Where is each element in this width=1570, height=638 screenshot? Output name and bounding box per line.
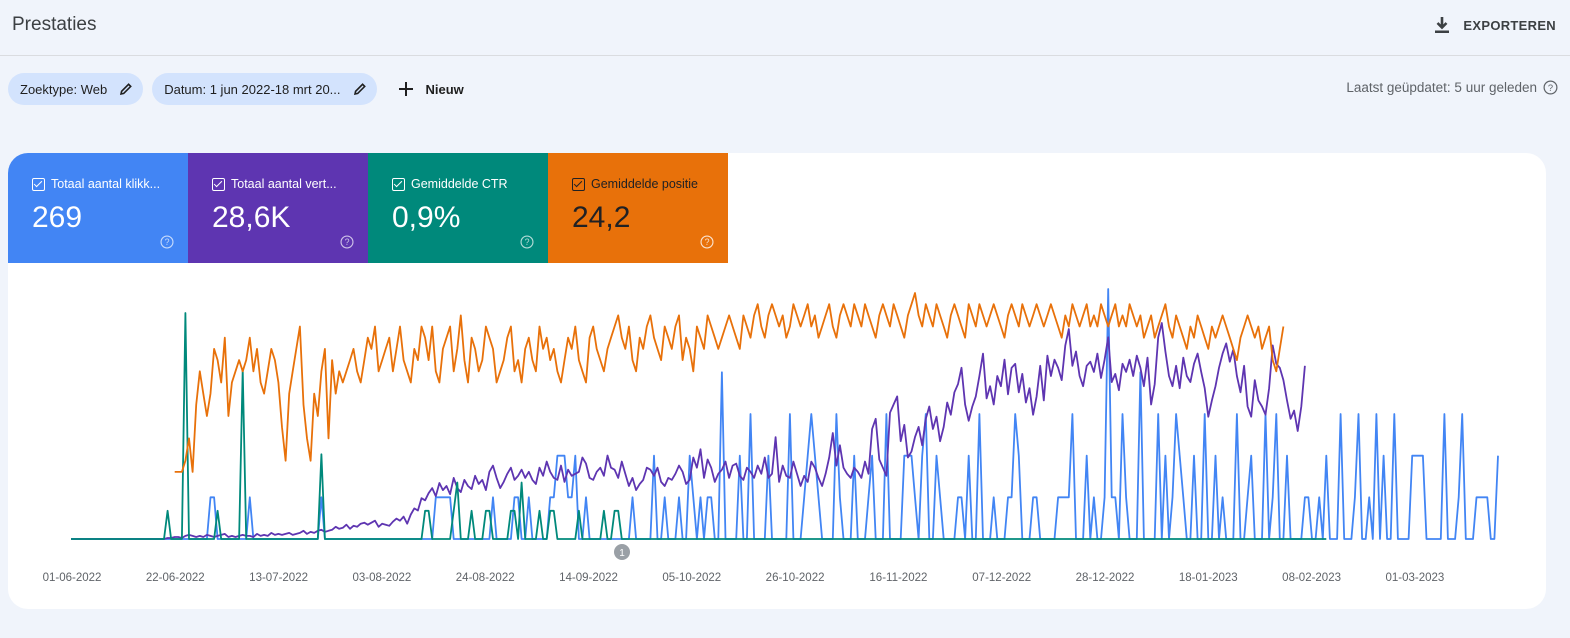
new-filter-button[interactable]: Nieuw — [398, 81, 464, 97]
export-label: EXPORTEREN — [1463, 17, 1556, 33]
metric-value: 269 — [32, 201, 83, 234]
svg-text:?: ? — [705, 237, 710, 247]
export-button[interactable]: EXPORTEREN — [1433, 12, 1556, 38]
last-updated-text: Laatst geüpdatet: 5 uur geleden — [1346, 80, 1537, 95]
edit-pencil-icon[interactable] — [353, 82, 367, 96]
help-icon[interactable]: ? — [160, 235, 174, 249]
metric-tile-clicks[interactable]: Totaal aantal klikk... 269 ? — [8, 153, 188, 263]
filter-chip-label: Datum: 1 jun 2022-18 mrt 20... — [164, 81, 341, 97]
svg-text:?: ? — [525, 237, 530, 247]
svg-text:?: ? — [1548, 83, 1553, 93]
filter-chip-date[interactable]: Datum: 1 jun 2022-18 mrt 20... — [152, 73, 377, 105]
metric-label: Totaal aantal vert... — [231, 177, 337, 191]
x-tick-label: 03-08-2022 — [352, 572, 411, 584]
series-line-2 — [71, 322, 1306, 540]
x-tick-label: 01-06-2022 — [43, 572, 102, 584]
metric-label: Totaal aantal klikk... — [51, 177, 161, 191]
metric-value: 28,6K — [212, 201, 291, 234]
series-line-4 — [174, 292, 1285, 473]
help-icon[interactable]: ? — [520, 235, 534, 249]
filter-bar: Zoektype: Web Datum: 1 jun 2022-18 mrt 2… — [8, 73, 464, 105]
x-tick-label: 13-07-2022 — [249, 572, 308, 584]
metric-label: Gemiddelde positie — [591, 177, 699, 191]
last-updated-status: Laatst geüpdatet: 5 uur geleden ? — [1346, 80, 1558, 95]
help-icon[interactable]: ? — [1543, 80, 1558, 95]
x-tick-label: 28-12-2022 — [1076, 572, 1135, 584]
download-icon — [1435, 17, 1450, 33]
x-tick-label: 08-02-2023 — [1282, 572, 1341, 584]
plus-icon — [398, 82, 413, 96]
x-tick-label: 26-10-2022 — [766, 572, 825, 584]
x-tick-label: 22-06-2022 — [146, 572, 205, 584]
new-filter-label: Nieuw — [425, 81, 464, 97]
svg-text:?: ? — [345, 237, 350, 247]
x-tick-label: 07-12-2022 — [972, 572, 1031, 584]
metric-label: Gemiddelde CTR — [411, 177, 508, 191]
checkbox-icon[interactable] — [212, 177, 225, 191]
performance-card: Totaal aantal klikk... 269 ? Totaal aant… — [8, 153, 1546, 609]
metric-tile-ctr[interactable]: Gemiddelde CTR 0,9% ? — [368, 153, 548, 263]
metric-tile-impressions[interactable]: Totaal aantal vert... 28,6K ? — [188, 153, 368, 263]
x-tick-label: 18-01-2023 — [1179, 572, 1238, 584]
edit-pencil-icon[interactable] — [119, 82, 133, 96]
x-tick-label: 01-03-2023 — [1385, 572, 1444, 584]
x-tick-label: 05-10-2022 — [662, 572, 721, 584]
filter-chip-search-type[interactable]: Zoektype: Web — [8, 73, 144, 105]
series-line-3 — [71, 312, 1327, 540]
help-icon[interactable]: ? — [340, 235, 354, 249]
x-tick-label: 14-09-2022 — [559, 572, 618, 584]
checkbox-icon[interactable] — [572, 177, 585, 191]
x-tick-label: 16-11-2022 — [869, 572, 927, 584]
x-tick-label: 24-08-2022 — [456, 572, 515, 584]
annotation-marker[interactable]: 1 — [614, 544, 630, 560]
annotation-label: 1 — [619, 548, 625, 559]
filter-chip-label: Zoektype: Web — [20, 81, 108, 97]
annotation-dot[interactable] — [614, 544, 630, 560]
top-bar: Prestaties EXPORTEREN — [0, 0, 1570, 56]
page-title: Prestaties — [12, 14, 97, 35]
svg-text:?: ? — [165, 237, 170, 247]
checkbox-icon[interactable] — [392, 177, 405, 191]
metric-tiles: Totaal aantal klikk... 269 ? Totaal aant… — [8, 153, 728, 263]
metric-value: 24,2 — [572, 201, 631, 234]
checkbox-icon[interactable] — [32, 177, 45, 191]
metric-value: 0,9% — [392, 201, 461, 234]
performance-chart[interactable]: 01-06-2022 22-06-2022 13-07-2022 03-08-2022… — [8, 263, 1546, 609]
metric-tile-position[interactable]: Gemiddelde positie 24,2 ? — [548, 153, 728, 263]
help-icon[interactable]: ? — [700, 235, 714, 249]
